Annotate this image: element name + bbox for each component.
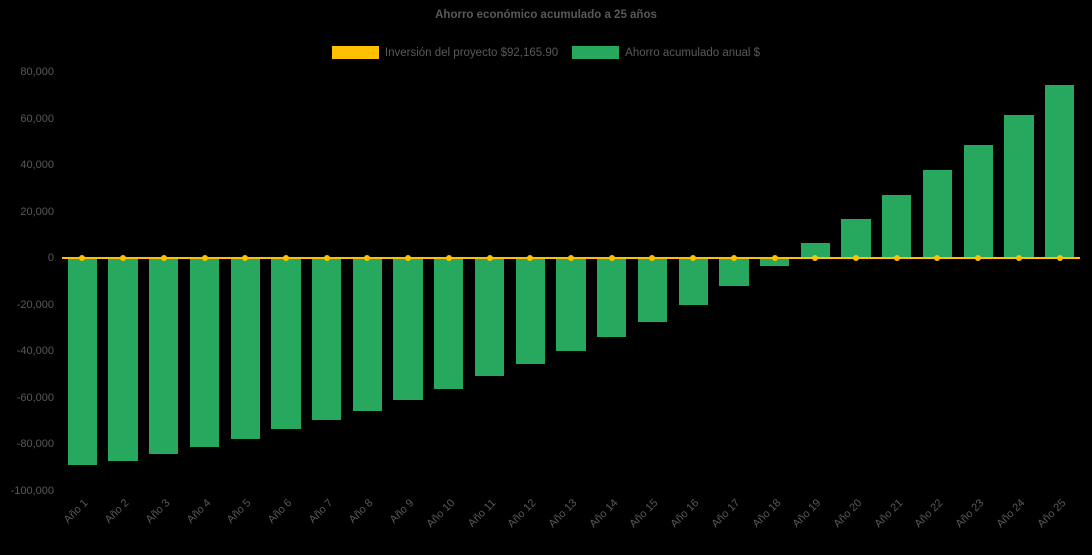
line-marker-icon (445, 255, 452, 262)
bar (1044, 84, 1075, 259)
y-axis-label: -40,000 (16, 345, 54, 358)
line-marker-icon (690, 255, 697, 262)
line-marker-icon (934, 255, 941, 262)
bar (352, 258, 383, 411)
bar (882, 195, 912, 259)
bar (434, 258, 464, 389)
line-marker-icon (771, 255, 778, 262)
line-marker-icon (608, 255, 615, 262)
line-marker-icon (812, 255, 819, 262)
bar (922, 169, 953, 259)
plot-area (62, 72, 1080, 491)
bar (189, 258, 220, 447)
line-marker-icon (975, 255, 982, 262)
bar (474, 258, 505, 376)
line-marker-icon (730, 255, 737, 262)
bar (230, 258, 260, 439)
y-axis-label: 40,000 (20, 159, 54, 172)
bar (1004, 115, 1034, 259)
line-marker-icon (282, 255, 289, 262)
bar (67, 258, 97, 466)
line-marker-icon (120, 255, 127, 262)
line-marker-icon (1015, 255, 1022, 262)
line-marker-icon (1056, 255, 1063, 262)
legend-item-savings: Ahorro acumulado anual $ (572, 46, 760, 59)
y-axis: 80,000 60,000 40,000 20,000 0 -20,000 -40,000 -… (0, 66, 54, 497)
line-marker-icon (486, 255, 493, 262)
bar (312, 258, 342, 420)
bar (597, 258, 627, 338)
line-marker-icon (527, 255, 534, 262)
line-marker-icon (364, 255, 371, 262)
x-axis: Año 1 Año 2 Año 3 Año 4 Año 5 Año 6 Año 7 Año 8… (62, 493, 1080, 545)
bar (149, 258, 179, 454)
bar (841, 218, 871, 259)
bar (393, 258, 423, 401)
line-marker-icon (649, 255, 656, 262)
y-axis-label: 60,000 (20, 112, 54, 125)
line-marker-icon (405, 255, 412, 262)
y-axis-label: -20,000 (16, 298, 54, 311)
line-marker-icon (79, 255, 86, 262)
line-marker-icon (323, 255, 330, 262)
legend-label-investment: Inversión del proyecto $92,165.90 (384, 46, 559, 59)
bar (108, 258, 138, 461)
bar (719, 258, 749, 287)
bar (271, 258, 301, 430)
bar (963, 145, 993, 259)
legend-item-investment: Inversión del proyecto $92,165.90 (331, 46, 559, 59)
y-axis-label: 80,000 (20, 66, 54, 78)
y-axis-label: -80,000 (16, 438, 54, 451)
line-marker-icon (160, 255, 167, 262)
legend-label-savings: Ahorro acumulado anual $ (625, 46, 761, 59)
bar (759, 258, 790, 267)
line-marker-icon (568, 255, 574, 262)
y-axis-label: 0 (47, 252, 54, 265)
line-marker-icon (242, 255, 249, 262)
line-marker-icon (853, 255, 860, 262)
bar (515, 258, 545, 365)
line-marker-icon (893, 255, 900, 262)
savings-swatch-icon (572, 46, 620, 59)
y-axis-label: 20,000 (20, 205, 54, 218)
bar (678, 258, 708, 305)
investment-swatch-icon (331, 46, 379, 59)
y-axis-label: -100,000 (10, 485, 54, 497)
legend: Inversión del proyecto $92,165.90 Ahorro… (0, 46, 1092, 59)
chart-title: Ahorro económico acumulado a 25 años (435, 9, 657, 21)
y-axis-label: -60,000 (16, 391, 54, 404)
bar (556, 258, 586, 352)
bar (800, 243, 830, 259)
bar (637, 258, 668, 323)
line-marker-icon (201, 255, 208, 262)
